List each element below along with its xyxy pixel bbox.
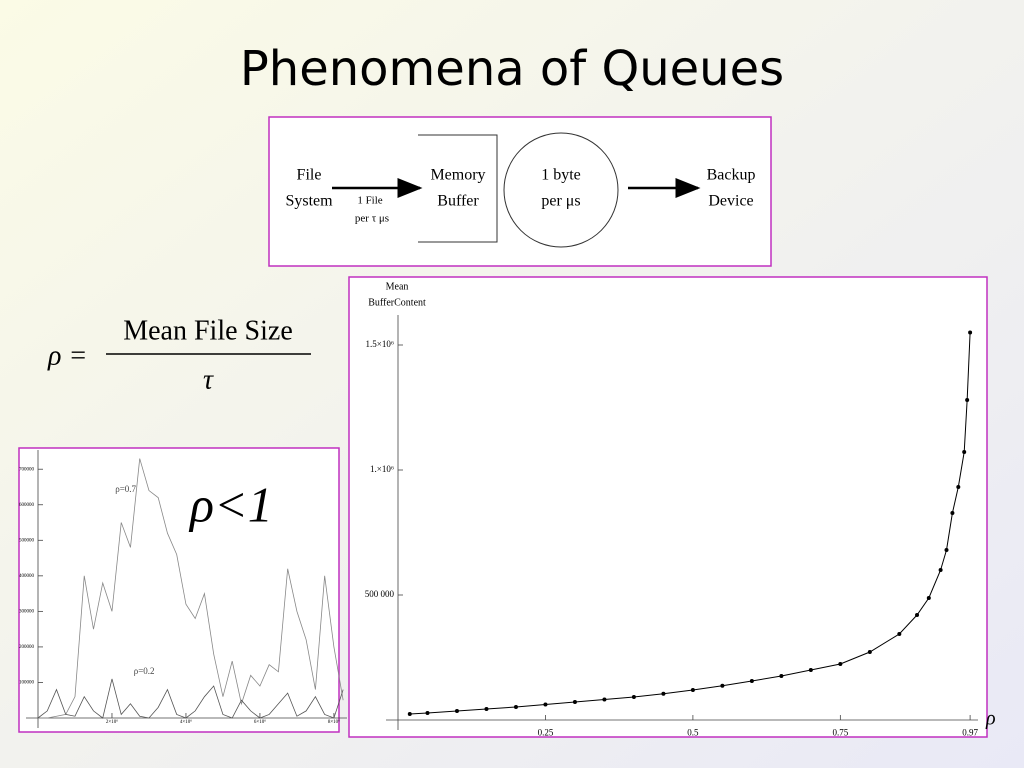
formula-lhs: ρ =: [47, 340, 87, 371]
data-point: [938, 568, 943, 572]
data-point: [956, 485, 961, 489]
x-axis-label: ρ: [985, 708, 996, 730]
node-label: per μs: [541, 193, 580, 210]
data-point: [631, 695, 636, 699]
data-point: [749, 679, 754, 683]
server-shape: [503, 132, 619, 248]
node-label: 1 byte: [541, 167, 581, 184]
node-label: Memory: [430, 167, 485, 184]
y-tick-label: 1.×10⁶: [370, 464, 394, 474]
x-tick-label: 8×10⁶: [328, 719, 340, 725]
formula-denominator: τ: [203, 364, 214, 395]
data-point: [897, 632, 902, 636]
x-tick-label: 0.75: [832, 728, 848, 738]
data-point: [602, 697, 607, 702]
data-point: [454, 709, 459, 713]
x-tick-label: 0.5: [687, 728, 699, 738]
slide-title: Phenomena of Queues: [240, 41, 784, 97]
x-tick-label: 4×10⁶: [180, 719, 192, 725]
y-tick-label: 500000: [19, 538, 35, 543]
y-tick-label: 700000: [19, 467, 35, 472]
data-point: [407, 712, 412, 716]
y-tick-label: 400000: [19, 574, 35, 579]
arrow-label: 1 File: [357, 195, 382, 207]
data-point: [965, 398, 970, 402]
y-tick-label: 1.5×10⁶: [366, 339, 394, 349]
data-point: [926, 596, 931, 600]
data-point: [950, 511, 955, 515]
formula-numerator: Mean File Size: [123, 315, 293, 346]
chart-frame: [18, 447, 340, 733]
series-line: [37, 678, 344, 719]
y-tick-label: 200000: [19, 645, 35, 650]
data-point: [513, 705, 518, 709]
data-point: [808, 668, 813, 672]
x-tick-label: 2×10⁶: [106, 719, 118, 725]
data-point: [968, 330, 973, 335]
data-point: [962, 450, 967, 454]
y-axis-label: Mean: [386, 281, 409, 292]
data-point: [543, 702, 548, 707]
data-point: [690, 688, 695, 692]
y-axis-label: BufferContent: [368, 297, 426, 308]
y-tick-label: 500 000: [365, 589, 395, 599]
x-tick-label: 0.97: [962, 728, 978, 738]
data-point: [425, 711, 430, 715]
chart-frame: [348, 276, 988, 738]
series-label: ρ=0.2: [134, 666, 155, 676]
data-point: [779, 674, 784, 678]
arrow-label: per τ μs: [355, 213, 389, 225]
condition: ρ<1: [188, 476, 273, 532]
y-tick-label: 100000: [19, 681, 35, 686]
data-point: [572, 700, 577, 704]
data-point: [838, 662, 843, 666]
node-label: Device: [708, 193, 753, 210]
diagram: File System 1 File per τ μs Memory Buffe…: [268, 116, 772, 267]
x-tick-label: 0.25: [538, 728, 554, 738]
node-label: File: [297, 167, 322, 184]
node-label: Backup: [707, 167, 756, 184]
data-point: [484, 707, 489, 711]
node-label: System: [285, 193, 333, 210]
data-point: [867, 650, 872, 654]
y-tick-label: 600000: [19, 503, 35, 508]
data-point: [661, 691, 666, 696]
data-point: [915, 613, 920, 617]
diagram-frame: [268, 116, 772, 267]
x-tick-label: 6×10⁶: [254, 719, 266, 725]
data-point: [720, 683, 725, 688]
y-tick-label: 300000: [19, 610, 35, 615]
node-label: Buffer: [437, 193, 479, 210]
data-point: [944, 548, 949, 552]
series-line: [38, 458, 344, 719]
formula: ρ = Mean File Size τ: [47, 315, 311, 395]
buffer-shape: [418, 134, 498, 243]
series-label: ρ=0.7: [115, 484, 136, 494]
